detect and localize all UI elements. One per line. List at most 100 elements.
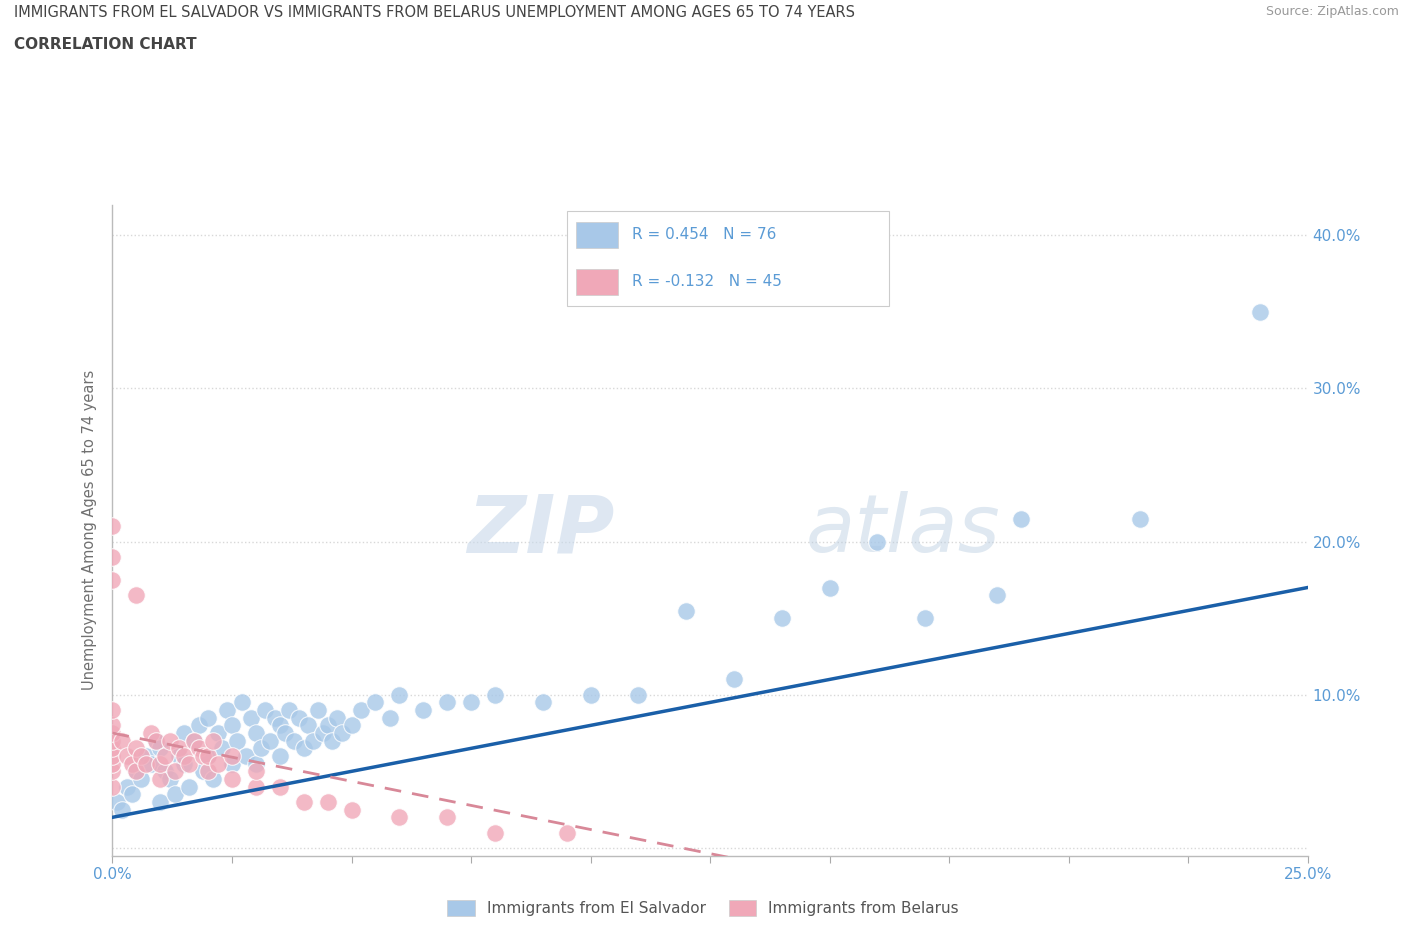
Point — [115, 749, 138, 764]
Point — [240, 711, 263, 725]
Point — [245, 779, 267, 794]
Point — [129, 749, 152, 764]
Point — [149, 741, 172, 756]
Point — [770, 611, 793, 626]
Point — [1010, 512, 1032, 526]
Point — [340, 803, 363, 817]
Point — [245, 725, 267, 740]
Point — [675, 603, 697, 618]
Point — [555, 825, 578, 840]
Point — [197, 749, 219, 764]
Point — [121, 787, 143, 802]
Point — [307, 703, 329, 718]
Point — [149, 772, 172, 787]
Point — [412, 703, 434, 718]
Point — [183, 733, 205, 748]
Point — [111, 803, 134, 817]
Point — [217, 703, 239, 718]
Point — [321, 733, 343, 748]
Point — [125, 588, 148, 603]
Point — [125, 764, 148, 778]
Point — [221, 772, 243, 787]
Point — [101, 519, 124, 534]
Point — [326, 711, 349, 725]
Text: Source: ZipAtlas.com: Source: ZipAtlas.com — [1265, 5, 1399, 18]
Point — [115, 779, 138, 794]
Point — [125, 741, 148, 756]
Point — [866, 534, 889, 549]
Point — [484, 687, 506, 702]
Point — [197, 711, 219, 725]
Point — [436, 810, 458, 825]
Point — [302, 733, 325, 748]
Point — [273, 725, 295, 740]
Point — [330, 725, 353, 740]
Point — [101, 703, 124, 718]
Point — [173, 749, 195, 764]
Point — [101, 779, 124, 794]
Point — [231, 695, 253, 710]
Point — [187, 718, 209, 733]
Point — [288, 711, 311, 725]
Point — [723, 672, 745, 687]
Point — [627, 687, 650, 702]
Point — [101, 756, 124, 771]
Y-axis label: Unemployment Among Ages 65 to 74 years: Unemployment Among Ages 65 to 74 years — [82, 370, 97, 690]
Point — [249, 741, 271, 756]
Point — [101, 749, 124, 764]
Point — [340, 718, 363, 733]
Point — [111, 733, 134, 748]
Point — [101, 741, 124, 756]
Point — [149, 794, 172, 809]
Point — [269, 779, 291, 794]
Point — [245, 764, 267, 778]
Point — [135, 749, 157, 764]
Point — [1249, 304, 1271, 319]
Point — [269, 749, 291, 764]
Point — [484, 825, 506, 840]
Point — [269, 718, 291, 733]
Point — [378, 711, 401, 725]
Point — [235, 749, 257, 764]
Point — [101, 733, 124, 748]
Text: R = -0.132   N = 45: R = -0.132 N = 45 — [633, 274, 782, 289]
Point — [105, 794, 128, 809]
Point — [159, 733, 181, 748]
Point — [579, 687, 602, 702]
Point — [211, 741, 233, 756]
Point — [101, 573, 124, 588]
Point — [531, 695, 554, 710]
Point — [245, 756, 267, 771]
Point — [139, 725, 162, 740]
Point — [436, 695, 458, 710]
Point — [163, 787, 186, 802]
Point — [312, 725, 335, 740]
Point — [163, 764, 186, 778]
Point — [292, 741, 315, 756]
Point — [221, 756, 243, 771]
Point — [197, 764, 219, 778]
Point — [177, 779, 200, 794]
Point — [169, 749, 191, 764]
Point — [159, 772, 181, 787]
Point — [350, 703, 373, 718]
Point — [149, 756, 172, 771]
Text: IMMIGRANTS FROM EL SALVADOR VS IMMIGRANTS FROM BELARUS UNEMPLOYMENT AMONG AGES 6: IMMIGRANTS FROM EL SALVADOR VS IMMIGRANT… — [14, 5, 855, 20]
Point — [1129, 512, 1152, 526]
Point — [221, 749, 243, 764]
Point — [125, 764, 148, 778]
Point — [818, 580, 841, 595]
Point — [183, 733, 205, 748]
Point — [145, 733, 167, 748]
Text: atlas: atlas — [806, 491, 1001, 569]
Point — [388, 810, 411, 825]
Point — [101, 718, 124, 733]
Point — [153, 749, 176, 764]
Point — [986, 588, 1008, 603]
Point — [129, 772, 152, 787]
Point — [177, 756, 200, 771]
Point — [316, 718, 339, 733]
Point — [316, 794, 339, 809]
Text: ZIP: ZIP — [467, 491, 614, 569]
Point — [364, 695, 387, 710]
